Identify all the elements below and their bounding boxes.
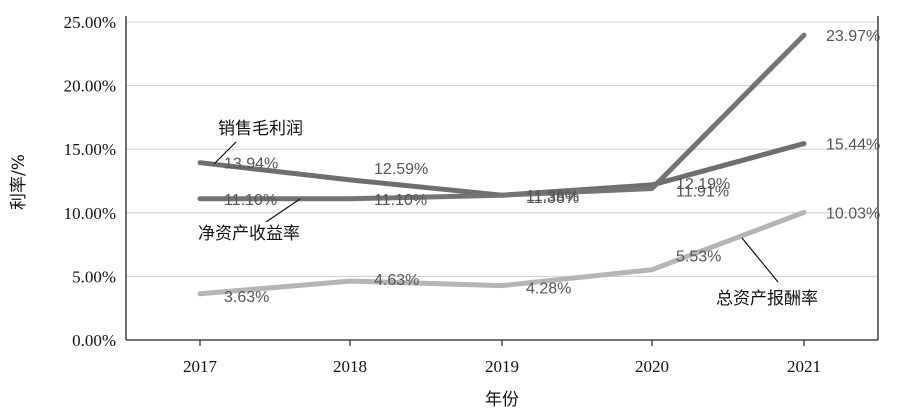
x-tick-label: 2020 (635, 357, 669, 376)
data-label: 12.19% (676, 176, 730, 193)
data-label: 11.10% (374, 192, 427, 209)
data-label: 11.38% (526, 190, 579, 207)
data-label: 11.10% (224, 192, 277, 209)
axes: 0.00% 5.00% 10.00% 15.00% 20.00% 25.00% 2017 20… (64, 13, 879, 376)
data-label: 12.59% (374, 161, 428, 178)
series-line-1 (197, 32, 807, 202)
series-callout-label: 销售毛利润 (218, 119, 303, 139)
series-lines (197, 32, 807, 297)
x-tick-label: 2018 (333, 357, 367, 376)
callout-leader-1 (265, 198, 301, 223)
data-label: 10.03% (826, 205, 880, 222)
callout-leader-2 (741, 237, 779, 283)
data-label: 23.97% (826, 28, 880, 45)
series-callout-label: 总资产报酬率 (716, 289, 818, 309)
y-tick-label: 25.00% (64, 13, 116, 32)
data-label: 11.91% (676, 184, 729, 201)
callout-leader-0 (213, 141, 237, 165)
series-callout-label: 净资产收益率 (198, 224, 300, 244)
data-label: 15.44% (826, 137, 880, 154)
y-axis-title: 利率/% (9, 154, 29, 210)
x-axis-title: 年份 (485, 390, 519, 410)
y-tick-label: 5.00% (72, 267, 116, 286)
y-tick-label: 0.00% (72, 331, 116, 350)
data-label: 13.94% (224, 156, 278, 173)
data-label: 4.28% (526, 281, 571, 298)
series-line-2 (197, 209, 807, 297)
x-tick-label: 2017 (183, 357, 218, 376)
data-label: 4.63% (374, 272, 419, 289)
y-tick-label: 10.00% (64, 204, 116, 223)
x-tick-label: 2019 (485, 357, 519, 376)
data-label: 3.63% (224, 289, 269, 306)
data-labels: 13.94% 12.59% 11.38% 12.19% 15.44% 11.10% 11.1… (224, 28, 880, 306)
data-label: 5.53% (676, 249, 721, 266)
x-tick-label: 2021 (787, 357, 821, 376)
y-tick-label: 15.00% (64, 140, 116, 159)
y-tick-label: 20.00% (64, 77, 116, 96)
data-label: 11.38% (526, 188, 579, 205)
